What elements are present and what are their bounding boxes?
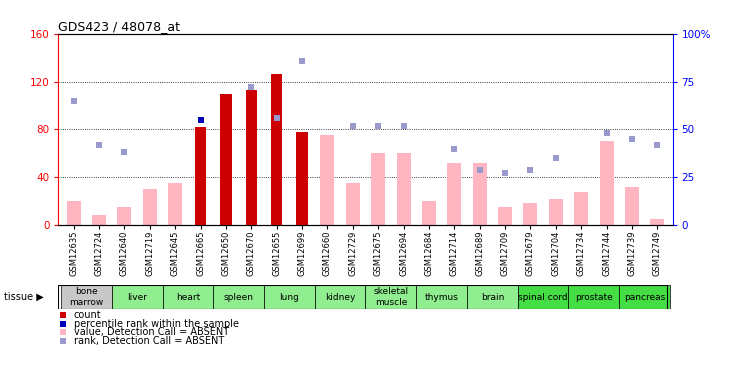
Text: skeletal
muscle: skeletal muscle bbox=[374, 288, 409, 307]
Bar bbox=[549, 199, 563, 225]
Bar bbox=[473, 163, 487, 225]
Text: spinal cord: spinal cord bbox=[518, 292, 568, 302]
Bar bbox=[246, 90, 257, 225]
Bar bbox=[599, 141, 613, 225]
Bar bbox=[168, 183, 182, 225]
Text: percentile rank within the sample: percentile rank within the sample bbox=[74, 319, 239, 329]
Bar bbox=[315, 285, 366, 309]
Bar bbox=[271, 74, 282, 225]
Text: value, Detection Call = ABSENT: value, Detection Call = ABSENT bbox=[74, 327, 229, 338]
Bar bbox=[213, 285, 264, 309]
Text: prostate: prostate bbox=[575, 292, 613, 302]
Text: rank, Detection Call = ABSENT: rank, Detection Call = ABSENT bbox=[74, 336, 224, 346]
Bar bbox=[518, 285, 569, 309]
Bar bbox=[371, 153, 385, 225]
Bar bbox=[143, 189, 157, 225]
Bar bbox=[422, 201, 436, 225]
Bar bbox=[619, 285, 670, 309]
Bar bbox=[112, 285, 162, 309]
Bar bbox=[61, 285, 112, 309]
Bar bbox=[397, 153, 411, 225]
Bar bbox=[574, 192, 588, 225]
Bar bbox=[447, 163, 461, 225]
Bar bbox=[162, 285, 213, 309]
Text: count: count bbox=[74, 310, 102, 321]
Text: bone
marrow: bone marrow bbox=[69, 288, 104, 307]
Bar bbox=[92, 215, 106, 225]
Bar bbox=[320, 135, 334, 225]
Bar bbox=[651, 219, 664, 225]
Bar bbox=[523, 204, 537, 225]
Bar bbox=[118, 207, 132, 225]
Bar bbox=[264, 285, 315, 309]
Bar bbox=[416, 285, 467, 309]
Bar bbox=[67, 201, 80, 225]
Text: brain: brain bbox=[481, 292, 504, 302]
Text: spleen: spleen bbox=[224, 292, 254, 302]
Bar bbox=[498, 207, 512, 225]
Bar bbox=[366, 285, 416, 309]
Text: thymus: thymus bbox=[425, 292, 458, 302]
Text: lung: lung bbox=[279, 292, 299, 302]
Text: tissue ▶: tissue ▶ bbox=[4, 292, 43, 302]
Text: pancreas: pancreas bbox=[624, 292, 665, 302]
Bar bbox=[220, 93, 232, 225]
Bar bbox=[195, 127, 206, 225]
Bar bbox=[296, 132, 308, 225]
Bar bbox=[346, 183, 360, 225]
Text: liver: liver bbox=[127, 292, 147, 302]
Bar bbox=[569, 285, 619, 309]
Bar bbox=[625, 187, 639, 225]
Text: heart: heart bbox=[175, 292, 200, 302]
Text: kidney: kidney bbox=[325, 292, 355, 302]
Text: GDS423 / 48078_at: GDS423 / 48078_at bbox=[58, 20, 181, 33]
Bar bbox=[467, 285, 518, 309]
